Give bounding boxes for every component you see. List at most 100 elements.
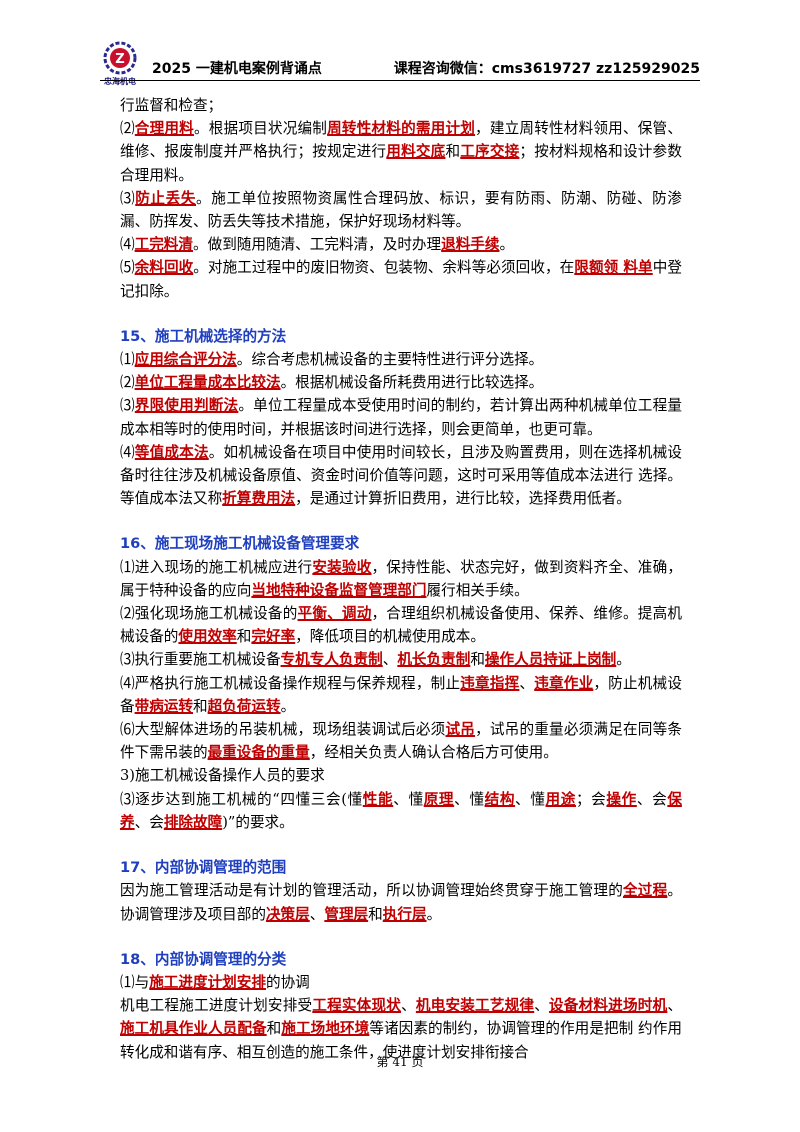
paragraph-text: 、 [667,997,682,1015]
section-heading: 15、施工机械选择的方法 [120,327,287,345]
paragraph-text: 、 [534,997,549,1015]
keyword-highlight: 管理层 [324,905,369,923]
paragraph-text: ⑶ [120,397,135,415]
keyword-highlight: 机长负责制 [397,651,471,669]
keyword-highlight: 余料回收 [134,259,194,277]
keyword-highlight: 等值成本法 [134,443,209,461]
keyword-highlight: 结构 [484,790,516,808]
keyword-highlight: 应用综合评分法 [134,351,237,369]
contact-info: 课程咨询微信：cms3619727 zz125929025 [393,61,700,77]
section-heading: 17、内部协调管理的范围 [120,859,287,877]
paragraph: ⑶防止丢失。施工单位按照物资属性合理码放、标识，要有防雨、防潮、防碰、防渗漏、防… [120,187,682,233]
keyword-highlight: 周转性材料的需用计划 [327,120,476,138]
keyword-highlight: 平衡、调动 [297,605,372,623]
keyword-highlight: 操作 [606,790,637,808]
paragraph-text: 、 [519,674,535,692]
paragraph-text: 履行相关手续。 [426,581,529,599]
keyword-highlight: 操作人员持证上岗制 [484,651,617,669]
keyword-highlight: 防止丢失 [135,189,197,207]
keyword-highlight: 用料交底 [386,143,446,161]
keyword-highlight: 完好率 [251,628,296,646]
keyword-highlight: 工序交接 [460,143,520,161]
paragraph-text: 。协调管理涉及项目部的 [120,882,682,923]
paragraph-text: 。如机械设备在项目中使用时间较长，且涉及购置费用，则在选择机械设备时往往涉及机械… [120,443,682,508]
logo-text: 忠海机电 [104,77,136,86]
page-content: 行监督和检查； ⑵合理用料。根据项目状况编制周转性材料的需用计划，建立周转性材料… [120,94,682,1064]
paragraph: ⑸余料回收。对施工过程中的废旧物资、包装物、余料等必须回收，在限额领 料单中登记… [120,256,682,302]
company-logo-icon: Z [103,41,137,75]
paragraph-text: ⑶逐步达到施工机械的“四懂三会(懂 [120,790,363,808]
paragraph-text: ⑵ [120,120,135,138]
keyword-highlight: 界限使用判断法 [134,397,239,415]
paragraph-text: ，是通过计算折旧费用，进行比较，选择费用低者。 [295,490,631,508]
paragraph-text: ⑷ [120,236,135,254]
keyword-highlight: 施工进度计划安排 [149,973,266,991]
keyword-highlight: 工程实体现状 [312,997,402,1015]
keyword-highlight: 排除故障 [163,813,223,831]
paragraph: ⑷严格执行施工机械设备操作规程与保养规程，制止违章指挥、违章作业，防止机械设备带… [120,672,682,718]
paragraph-text: 和 [193,697,208,715]
keyword-highlight: 违章作业 [534,674,594,692]
section-heading: 18、内部协调管理的分类 [120,950,287,968]
paragraph-text: ⑶执行重要施工机械设备 [120,651,281,669]
paragraph-text: ，建立周转性材料领用、保管、维修、报废制度并严格执行；按规定进行 [120,120,682,161]
paragraph: ⑴进入现场的施工机械应进行安装验收，保持性能、状态完好，做到资料齐全、准确，属于… [120,556,682,602]
paragraph-text: ，合理组织机械设备使用、保养、维修。提高机械设备的 [120,605,682,646]
paragraph-text: ⑹大型解体进场的吊装机械，现场组装调试后必须 [120,721,446,739]
paragraph-text: 和 [368,905,383,923]
paragraph-text: 。 [280,697,296,715]
paragraph-text: 的协调 [265,973,310,991]
paragraph: 行监督和检查； [120,97,223,114]
paragraph-text: ⑴进入现场的施工机械应进行 [120,558,313,576]
keyword-highlight: 试吊 [445,721,476,739]
paragraph-text: 。根据机械设备所耗费用进行比较选择。 [280,374,544,392]
paragraph-text: 和 [445,143,461,161]
paragraph: ⑷工完料清。做到随用随清、工完料清，及时办理退料手续。 [120,233,682,256]
keyword-highlight: 施工机具作业人员配备 [120,1020,267,1038]
paragraph-text: 。 [426,905,442,923]
keyword-highlight: 工完料清 [134,236,193,254]
keyword-highlight: 性能 [362,790,394,808]
keyword-highlight: 合理用料 [134,120,194,138]
svg-text:Z: Z [115,52,124,67]
paragraph-text: 、懂 [515,790,546,808]
keyword-highlight: 最重设备的重量 [207,744,310,762]
paragraph: ⑶逐步达到施工机械的“四懂三会(懂性能、懂原理、懂结构、懂用途；会操作、会保养、… [120,788,682,834]
paragraph-text: 因为施工管理活动是有计划的管理活动，所以协调管理始终贯穿于施工管理的 [120,882,623,900]
paragraph: ⑷等值成本法。如机械设备在项目中使用时间较长，且涉及购置费用，则在选择机械设备时… [120,441,682,511]
paragraph: ⑵强化现场施工机械设备的平衡、调动，合理组织机械设备使用、保养、维修。提高机械设… [120,602,682,648]
paragraph: 因为施工管理活动是有计划的管理活动，所以协调管理始终贯穿于施工管理的全过程。协调… [120,879,682,925]
paragraph: 3)施工机械设备操作人员的要求 [120,767,325,785]
paragraph: ⑴应用综合评分法。综合考虑机械设备的主要特性进行评分选择。 [120,348,682,371]
paragraph-text: 机电工程施工进度计划安排受 [120,997,313,1015]
paragraph-text: 、 [401,997,416,1015]
paragraph-text: ⑴与 [120,973,150,991]
paragraph-text: 、 [309,905,325,923]
paragraph: 机电工程施工进度计划安排受工程实体现状、机电安装工艺规律、设备材料进场时机、施工… [120,994,682,1064]
paragraph-text: ⑸ [120,259,135,277]
paragraph-text: ，经相关负责人确认合格后方可使用。 [309,744,558,762]
paragraph-text: ，降低项目的机械使用成本。 [295,628,485,646]
keyword-highlight: 施工场地环境 [281,1020,370,1038]
keyword-highlight: 限额领 料单 [574,259,653,277]
paragraph-text: 、懂 [454,790,485,808]
paragraph-text: 。施工单位按照物资属性合理码放、标识，要有防雨、防潮、防碰、防渗漏、防挥发、防丢… [120,189,682,231]
paragraph-text: 。根据项目状况编制 [193,120,328,138]
page-number: 第 41 页 [376,1055,424,1069]
keyword-highlight: 安装验收 [312,558,372,576]
keyword-highlight: 设备材料进场时机 [549,997,668,1015]
paragraph-text: 。 [616,651,631,669]
keyword-highlight: 专机专人负责制 [280,651,383,669]
page-header: Z 忠海机电 2025 一建机电案例背诵点 课程咨询微信：cms3619727 … [100,40,700,86]
keyword-highlight: 超负荷运转 [207,697,281,715]
keyword-highlight: 全过程 [622,882,668,900]
paragraph-text: ⑷ [120,443,135,461]
keyword-highlight: 决策层 [265,905,310,923]
paragraph-text: ⑷严格执行施工机械设备操作规程与保养规程，制止 [120,674,461,692]
paragraph-text: 等诸因素的制约，协调管理的作用是把制 约作用转化成和谐有序、相互创造的施工条件，… [120,1020,682,1061]
keyword-highlight: 单位工程量成本比较法 [134,374,281,392]
paragraph-text: ，防止机械设备 [120,674,682,715]
keyword-highlight: 带病运转 [134,697,193,715]
header-divider [100,80,700,81]
paragraph-text: ⑵ [120,374,135,392]
